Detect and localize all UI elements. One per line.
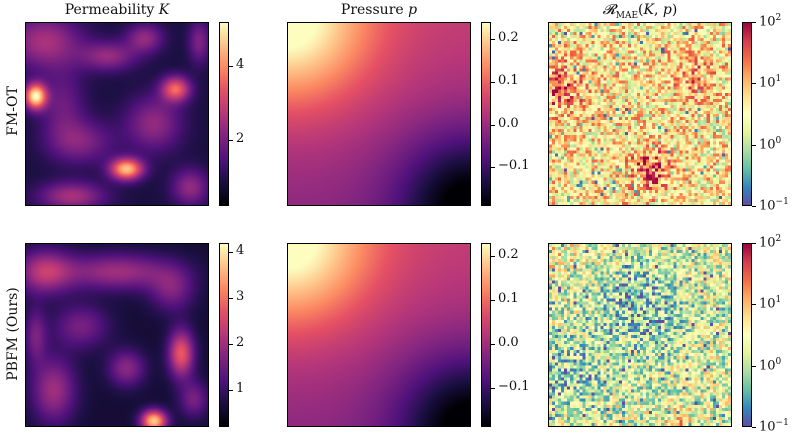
colorbar-tick-label: 0.2 xyxy=(498,247,519,263)
colorbar-tick-mark xyxy=(491,167,495,169)
colorbar-pbfm-rmae xyxy=(742,243,752,427)
colorbar-tick-label: 0.1 xyxy=(498,72,519,88)
colorbar-tick-mark xyxy=(752,22,756,23)
colorbar-tick-mark xyxy=(491,256,495,258)
heatmap-fmot-pressure xyxy=(287,22,471,206)
colorbar-fmot-rmae xyxy=(742,22,752,206)
colorbar-pbfm-permeability xyxy=(219,243,229,427)
colorbar-tick-label: 4 xyxy=(236,243,245,259)
colorbar-tick-label: 2 xyxy=(236,335,245,351)
colorbar-fmot-pressure xyxy=(481,22,491,206)
heatmap-pbfm-permeability xyxy=(25,243,209,427)
colorbar-tick-label: 100 xyxy=(759,356,782,373)
colorbar-tick-mark xyxy=(752,83,756,85)
heatmap-pbfm-pressure xyxy=(287,243,471,427)
colorbar-tick-mark xyxy=(491,39,495,41)
colorbar-tick-label: −0.1 xyxy=(498,378,530,394)
colorbar-fmot-permeability xyxy=(219,22,229,206)
colorbar-tick-label: 102 xyxy=(759,13,782,30)
colorbar-tick-mark xyxy=(752,304,756,306)
colorbar-tick-mark xyxy=(229,252,233,254)
colorbar-tick-mark xyxy=(491,343,495,345)
heatmap-fmot-permeability xyxy=(25,22,209,206)
column-title-permeability: Permeability K xyxy=(64,2,170,18)
colorbar-tick-mark xyxy=(491,299,495,301)
colorbar-tick-label: 2 xyxy=(236,130,245,146)
colorbar-pbfm-pressure xyxy=(481,243,491,427)
colorbar-tick-label: 0.0 xyxy=(498,115,519,131)
colorbar-tick-mark xyxy=(229,298,233,300)
colorbar-tick-mark xyxy=(752,243,756,244)
colorbar-tick-label: −0.1 xyxy=(498,158,530,174)
colorbar-tick-label: 102 xyxy=(759,234,782,251)
colorbar-tick-label: 101 xyxy=(759,74,782,91)
heatmap-pbfm-rmae xyxy=(548,243,732,427)
heatmap-fmot-rmae xyxy=(548,22,732,206)
column-title-pressure: Pressure p xyxy=(340,2,418,18)
colorbar-tick-label: 0.2 xyxy=(498,30,519,46)
colorbar-tick-mark xyxy=(229,139,233,141)
colorbar-tick-mark xyxy=(752,427,756,428)
colorbar-tick-label: 0.0 xyxy=(498,334,519,350)
colorbar-tick-label: 10−1 xyxy=(759,418,789,435)
colorbar-tick-mark xyxy=(229,66,233,68)
colorbar-tick-mark xyxy=(491,387,495,389)
colorbar-tick-mark xyxy=(752,144,756,146)
colorbar-tick-label: 4 xyxy=(236,57,245,73)
colorbar-tick-label: 0.1 xyxy=(498,290,519,306)
colorbar-tick-label: 101 xyxy=(759,295,782,312)
row-label-pbfm: PBFM (Ours) xyxy=(5,287,21,381)
colorbar-tick-mark xyxy=(752,365,756,367)
row-label-fm-ot: FM-OT xyxy=(5,86,21,136)
colorbar-tick-mark xyxy=(229,344,233,346)
column-title-rmae: 𝓡MAE(K, p) xyxy=(602,2,678,21)
colorbar-tick-mark xyxy=(491,124,495,126)
colorbar-tick-mark xyxy=(491,81,495,83)
colorbar-tick-label: 3 xyxy=(236,289,245,305)
colorbar-tick-label: 1 xyxy=(236,381,245,397)
colorbar-tick-mark xyxy=(229,390,233,392)
colorbar-tick-label: 10−1 xyxy=(759,197,789,214)
colorbar-tick-mark xyxy=(752,206,756,207)
colorbar-tick-label: 100 xyxy=(759,135,782,152)
